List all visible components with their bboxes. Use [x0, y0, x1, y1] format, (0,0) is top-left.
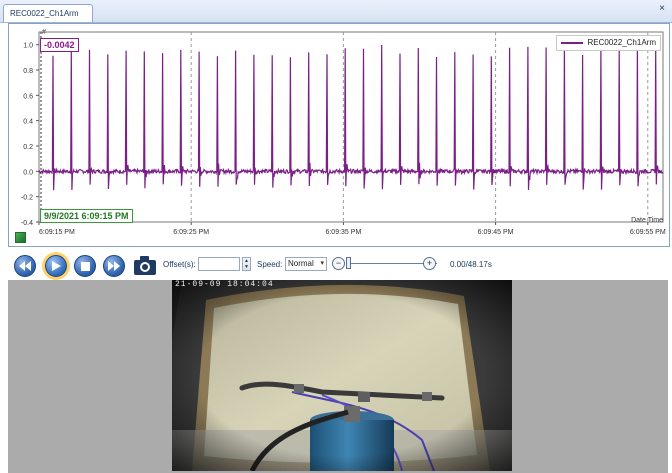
- series-line: [38, 44, 664, 191]
- y-tick-label: 0.4: [23, 119, 33, 126]
- cursor-value-label: -0.0042: [40, 38, 79, 52]
- stop-icon: [80, 261, 90, 271]
- fast-forward-button[interactable]: [103, 255, 125, 277]
- y-tick-label: 0.6: [23, 93, 33, 100]
- legend-label: REC0022_Ch1Arm: [587, 38, 656, 47]
- playback-slider-track[interactable]: [347, 263, 437, 264]
- cursor-datetime-label: 9/9/2021 6:09:15 PM: [40, 209, 133, 223]
- cursor-marker: #: [42, 29, 46, 36]
- offset-input[interactable]: [198, 257, 240, 271]
- offset-stepper[interactable]: ▲ ▼: [242, 257, 251, 271]
- playback-toolbar: Offset(s): ▲ ▼ Speed: Normal ▾ − + 0.00/4…: [8, 248, 668, 280]
- y-tick-label: 1.0: [23, 43, 33, 50]
- snapshot-button[interactable]: [133, 254, 157, 276]
- rewind-button[interactable]: [14, 255, 36, 277]
- y-tick-label: 0.8: [23, 68, 33, 75]
- offset-label: Offset(s):: [163, 260, 196, 269]
- zoom-out-button[interactable]: −: [332, 257, 345, 270]
- tab-recording[interactable]: REC0022_Ch1Arm: [3, 4, 94, 22]
- x-axis-title: Date Time: [631, 217, 663, 224]
- chart-panel[interactable]: 1.0 0.8 0.6 0.4 0.2 0.0 -0.2 -0.4 6:09:15 PM 6:09…: [8, 23, 670, 247]
- zoom-in-button[interactable]: +: [423, 257, 436, 270]
- speed-value: Normal: [288, 259, 314, 268]
- playback-slider-thumb[interactable]: [346, 257, 351, 269]
- fast-forward-icon: [108, 261, 120, 271]
- y-tick-label: -0.4: [21, 220, 33, 227]
- stop-button[interactable]: [74, 255, 96, 277]
- legend-swatch: [560, 42, 583, 44]
- chevron-down-icon: ▾: [320, 260, 324, 267]
- y-tick-label: 0.0: [23, 169, 33, 176]
- video-panel: 21-09-09 18:04:04: [8, 280, 668, 473]
- chart-options-icon[interactable]: [15, 232, 26, 243]
- close-icon[interactable]: ×: [659, 3, 665, 14]
- play-icon: [52, 261, 61, 271]
- camera-icon: [134, 256, 156, 275]
- x-tick-label: 6:09:35 PM: [325, 229, 361, 236]
- rewind-icon: [19, 261, 31, 271]
- chart-legend: REC0022_Ch1Arm: [555, 35, 661, 51]
- video-frame[interactable]: 21-09-09 18:04:04: [172, 280, 512, 471]
- x-tick-label: 6:09:55 PM: [630, 229, 666, 236]
- y-tick-label: 0.2: [23, 144, 33, 151]
- x-tick-label: 6:09:25 PM: [173, 229, 209, 236]
- tab-label: REC0022_Ch1Arm: [10, 9, 79, 18]
- video-image: [172, 280, 512, 471]
- x-tick-label: 6:09:45 PM: [478, 229, 514, 236]
- x-tick-label: 6:09:15 PM: [39, 229, 75, 236]
- y-tick-label: -0.2: [21, 195, 33, 202]
- signal-chart[interactable]: 1.0 0.8 0.6 0.4 0.2 0.0 -0.2 -0.4 6:09:15 PM 6:09…: [9, 24, 669, 246]
- speed-select[interactable]: Normal ▾: [285, 257, 327, 271]
- document-tab-strip: REC0022_Ch1Arm ×: [0, 0, 672, 23]
- play-button[interactable]: [45, 255, 67, 277]
- speed-label: Speed:: [257, 260, 283, 269]
- video-timestamp: 21-09-09 18:04:04: [175, 280, 274, 289]
- time-readout: 0.00/48.17s: [450, 260, 492, 269]
- plot-area: [38, 31, 664, 223]
